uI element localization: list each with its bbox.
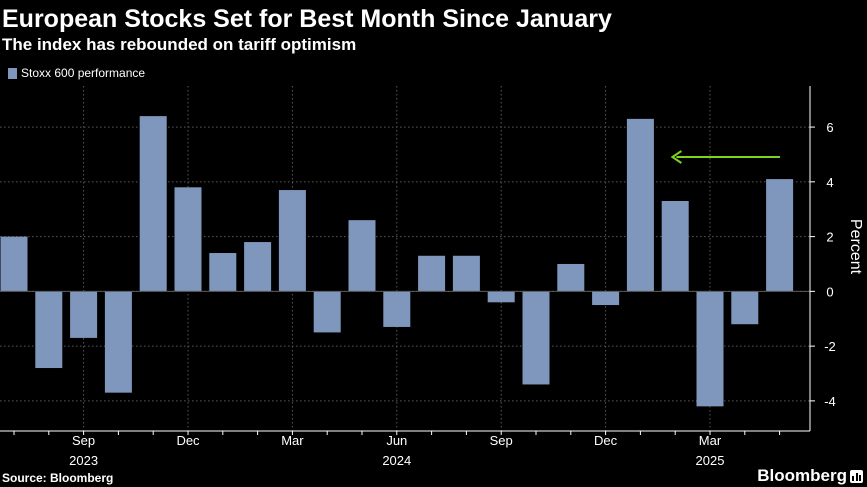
x-tick-label: Dec bbox=[176, 433, 200, 448]
y-tick-label: 2 bbox=[826, 230, 833, 245]
x-year-label: 2024 bbox=[382, 453, 411, 468]
bar bbox=[104, 291, 132, 393]
legend-swatch bbox=[8, 67, 17, 79]
bar bbox=[696, 291, 724, 407]
x-tick-label: Dec bbox=[594, 433, 618, 448]
x-tick-label: Jun bbox=[386, 433, 407, 448]
y-tick-label: -2 bbox=[824, 339, 836, 354]
bar bbox=[278, 190, 306, 292]
x-tick-label: Mar bbox=[699, 433, 722, 448]
bloomberg-chart-icon bbox=[850, 469, 863, 483]
chart-subtitle: The index has rebounded on tariff optimi… bbox=[2, 35, 357, 54]
annotation-arrow-head bbox=[670, 150, 682, 164]
bar bbox=[626, 118, 654, 292]
bar bbox=[661, 201, 689, 292]
bar bbox=[557, 263, 585, 292]
bar bbox=[209, 253, 237, 292]
bar bbox=[383, 291, 411, 327]
bar bbox=[174, 187, 202, 292]
bar bbox=[70, 291, 98, 338]
bar bbox=[244, 242, 272, 292]
bar bbox=[348, 220, 376, 292]
bar bbox=[452, 255, 480, 292]
y-axis-label: Percent bbox=[847, 219, 864, 275]
x-tick-label: Sep bbox=[490, 433, 513, 448]
brand-logo: Bloomberg bbox=[757, 465, 863, 487]
y-tick-label: 4 bbox=[826, 175, 833, 190]
chart-title: European Stocks Set for Best Month Since… bbox=[2, 5, 612, 33]
source-note: Source: Bloomberg bbox=[2, 471, 114, 485]
bar bbox=[592, 291, 620, 306]
legend: Stoxx 600 performance bbox=[8, 65, 145, 81]
brand-name: Bloomberg bbox=[757, 466, 847, 485]
legend-label: Stoxx 600 performance bbox=[21, 66, 146, 80]
y-tick-label: 0 bbox=[826, 284, 833, 299]
x-year-label: 2023 bbox=[69, 453, 98, 468]
x-tick-label: Mar bbox=[281, 433, 304, 448]
bar bbox=[418, 255, 446, 292]
bar bbox=[522, 291, 550, 385]
bar bbox=[0, 236, 28, 292]
y-tick-label: -4 bbox=[824, 394, 836, 409]
y-tick-label: 6 bbox=[826, 120, 833, 135]
bar bbox=[139, 116, 167, 292]
bar bbox=[766, 179, 794, 292]
bar bbox=[313, 291, 341, 333]
bar bbox=[35, 291, 63, 369]
x-year-label: 2025 bbox=[696, 453, 725, 468]
bar bbox=[731, 291, 759, 325]
x-tick-label: Sep bbox=[72, 433, 95, 448]
bar bbox=[487, 291, 515, 303]
